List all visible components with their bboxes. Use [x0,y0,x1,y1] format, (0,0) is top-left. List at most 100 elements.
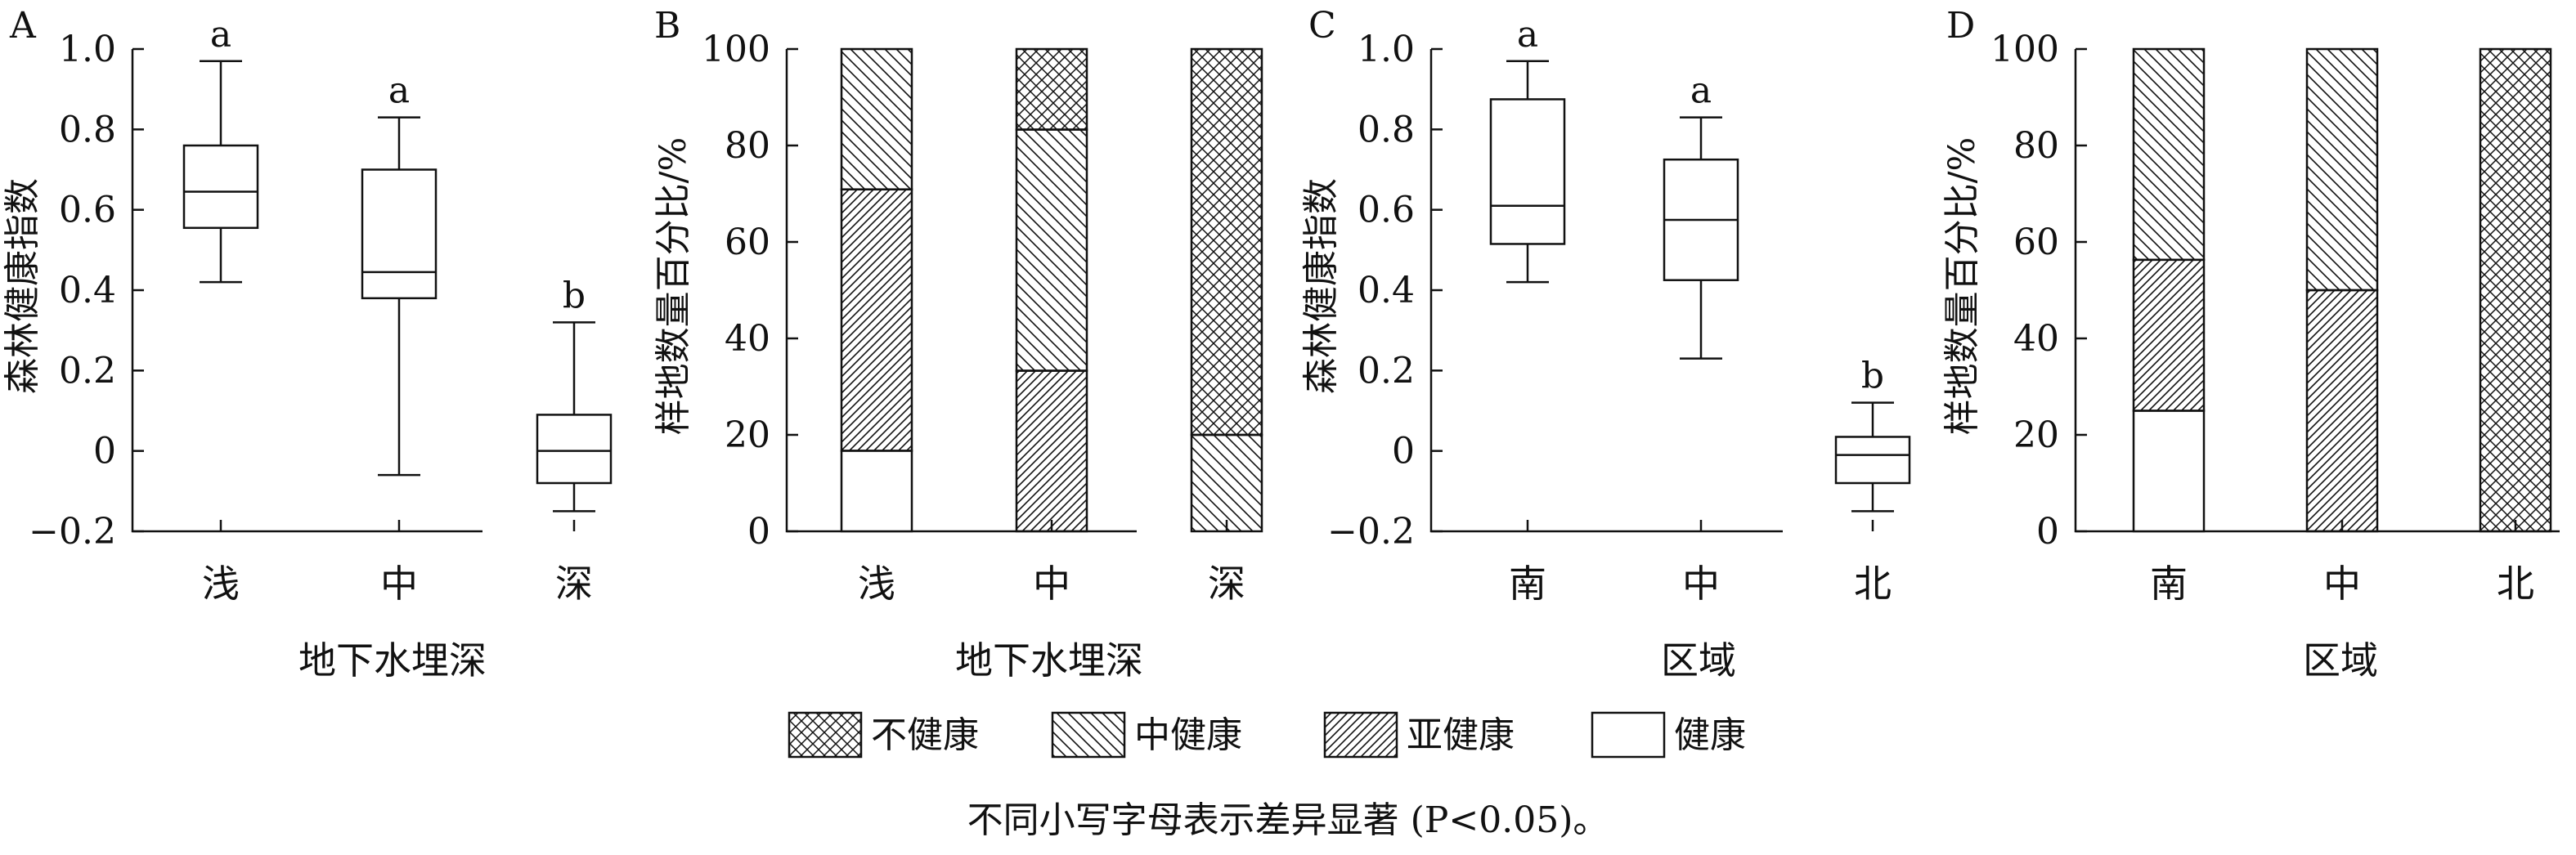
x-axis-title: 地下水埋深 [955,638,1143,683]
legend-item-unhealthy: 不健康 [788,711,979,759]
box-body [536,414,613,485]
y-tick-label: 0 [2036,511,2059,553]
y-tick-label: 1.0 [1358,29,1415,70]
bar-segment [2305,289,2379,533]
significance-letter: a [1517,14,1538,56]
box-1: a [182,14,259,284]
bar-segment [1015,369,1088,533]
x-tick-label: 中 [2323,562,2361,606]
axis-lines [1429,49,1783,533]
significance-letter: a [1690,70,1712,112]
y-tick-label: 0.2 [1358,350,1415,392]
y-tick-label: 80 [2013,125,2059,167]
x-axis-title: 区域 [1661,638,1736,683]
y-tick-label: 0 [747,511,770,553]
significance-letter: b [563,275,586,316]
y-axis-title: 样地数量百分比/% [653,137,694,436]
stacked-bar-3 [2479,47,2552,533]
significance-letter: a [210,14,231,56]
y-tick-label: 0.4 [59,270,116,311]
bar-segment [2305,47,2379,292]
y-axis-title: 样地数量百分比/% [1941,137,1983,436]
panel-letter: B [654,5,680,47]
x-axis-title: 区域 [2303,638,2378,683]
box-body [361,168,438,300]
x-tick-label: 南 [2150,562,2188,606]
legend-label-unhealthy: 不健康 [871,714,979,756]
box-1: a [1489,14,1566,284]
y-tick-label: 0.6 [1358,190,1415,231]
stacked-bar-1 [840,47,913,533]
bar-segment [2479,47,2552,533]
legend-swatch-subhealthy [1323,711,1398,759]
bar-segment [2132,258,2206,412]
bar-segment [1015,128,1088,372]
x-axis-title: 地下水埋深 [298,638,487,683]
bar-segment [2132,410,2206,533]
y-tick-label: 60 [2013,222,2059,263]
stacked-bar-2 [1015,47,1088,533]
y-axis-title: 森林健康指数 [2,178,43,394]
legend: 不健康 中健康 亚健康 健康 [788,711,1746,759]
legend-item-moderate: 中健康 [1051,711,1242,759]
y-tick-label: 100 [1990,29,2059,70]
panel-letter: A [9,5,37,47]
y-tick-label: 0.6 [59,190,116,231]
y-tick-label: −0.2 [1327,511,1415,553]
x-tick-label: 中 [1682,562,1720,606]
legend-label-moderate: 中健康 [1134,714,1242,756]
y-tick-label: 0 [93,431,116,472]
y-tick-label: 0.8 [59,109,116,150]
bar-segment [840,450,913,533]
bar-segment [840,188,913,452]
box-3: b [536,275,613,513]
x-tick-label: 深 [555,562,593,606]
box-body [1834,436,1911,485]
box-3: b [1834,356,1911,513]
x-tick-label: 北 [2497,562,2534,606]
x-tick-label: 北 [1854,562,1892,606]
x-tick-label: 南 [1509,562,1546,606]
y-tick-label: 60 [725,222,770,263]
x-tick-label: 中 [1033,562,1070,606]
y-tick-label: 0.2 [59,350,116,392]
bar-segment [2132,47,2206,262]
box-2: a [361,70,438,477]
y-tick-label: 80 [725,125,770,167]
panel-letter: C [1308,5,1336,47]
x-tick-label: 深 [1208,562,1245,606]
significance-letter: b [1861,356,1884,397]
panel-c: C −0.2 0 0.2 0.4 0.6 0.8 1.0 南 中 北区域 森林健康指数 a a b [1300,5,1911,683]
stacked-bar-1 [2132,47,2206,533]
bar-segment [1190,433,1263,533]
legend-label-subhealthy: 亚健康 [1407,714,1515,756]
y-tick-label: 0.8 [1358,109,1415,150]
box-body [182,144,259,230]
y-tick-label: −0.2 [29,511,116,553]
y-tick-label: 100 [702,29,770,70]
box-2: a [1663,70,1739,360]
y-tick-label: 0 [1392,431,1415,472]
stacked-bar-3 [1190,47,1263,533]
legend-label-healthy: 健康 [1674,714,1746,756]
x-tick-label: 浅 [858,562,895,606]
x-tick-label: 中 [380,562,418,606]
y-tick-label: 0.4 [1358,270,1415,311]
legend-swatch-moderate [1051,711,1126,759]
x-tick-label: 浅 [202,562,240,606]
panel-d: D 0 20 40 60 80 100 南 中 北区域 样地数量百分比/% [1941,5,2560,683]
box-body [1489,98,1566,245]
y-tick-label: 40 [725,318,770,360]
legend-swatch-unhealthy [788,711,863,759]
y-tick-label: 40 [2013,318,2059,360]
stacked-bar-2 [2305,47,2379,533]
y-axis-title: 森林健康指数 [1300,178,1342,394]
legend-item-healthy: 健康 [1591,711,1746,759]
legend-swatch-healthy [1591,711,1666,759]
figure-caption: 不同小写字母表示差异显著 (P<0.05)。 [967,799,1609,841]
bar-segment [1015,47,1088,131]
